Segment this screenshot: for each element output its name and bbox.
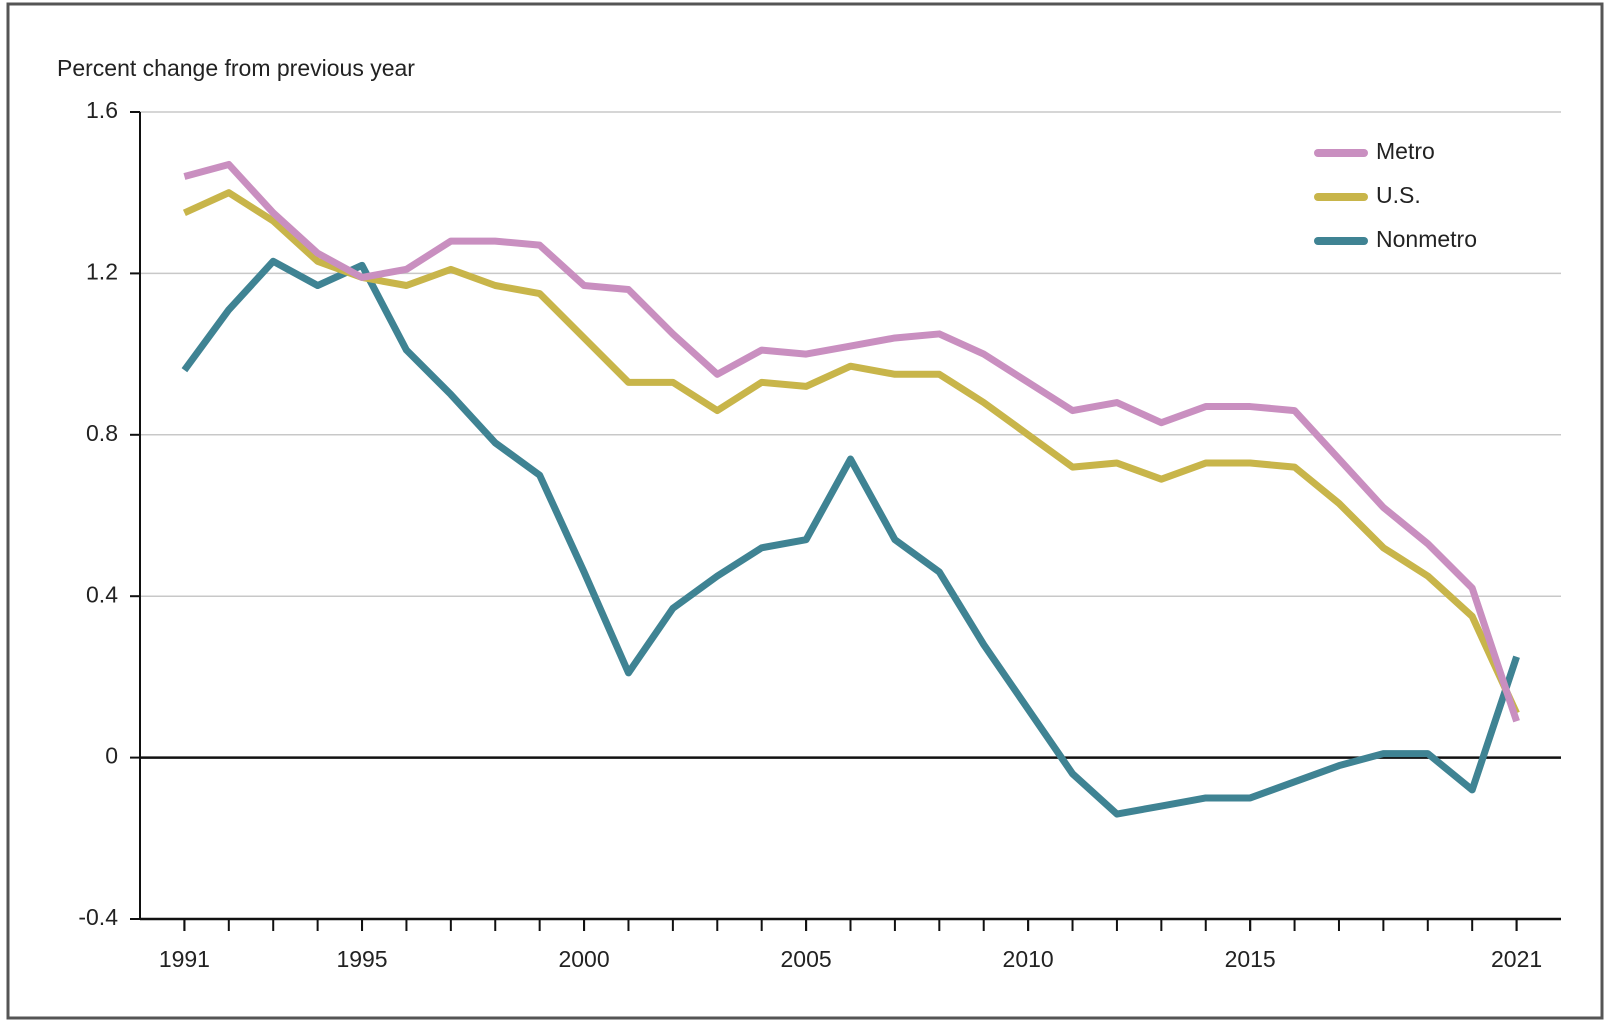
x-tick-label: 2005	[781, 946, 832, 972]
y-tick-label: -0.4	[78, 904, 118, 930]
x-tick-label: 2015	[1225, 946, 1276, 972]
series-line	[183, 160, 1520, 723]
x-tick-label: 1995	[336, 946, 387, 972]
y-tick-label: 1.6	[86, 97, 118, 123]
y-axis-label: Percent change from previous year	[57, 55, 415, 81]
x-tick-label: 1991	[159, 946, 210, 972]
x-tick-label: 2021	[1491, 946, 1542, 972]
series-line	[182, 189, 1520, 715]
x-tick-label: 2000	[558, 946, 609, 972]
frame	[6, 2, 1604, 1020]
x-tick-label: 2010	[1003, 946, 1054, 972]
series-line	[181, 257, 1520, 818]
y-tick-label: 0.8	[86, 420, 118, 446]
legend-label: Nonmetro	[1376, 226, 1477, 252]
y-tick-label: 0	[105, 743, 118, 769]
y-tick-label: 0.4	[86, 581, 118, 607]
y-tick-label: 1.2	[86, 258, 118, 284]
legend-label: U.S.	[1376, 182, 1421, 208]
legend-label: Metro	[1376, 138, 1435, 164]
